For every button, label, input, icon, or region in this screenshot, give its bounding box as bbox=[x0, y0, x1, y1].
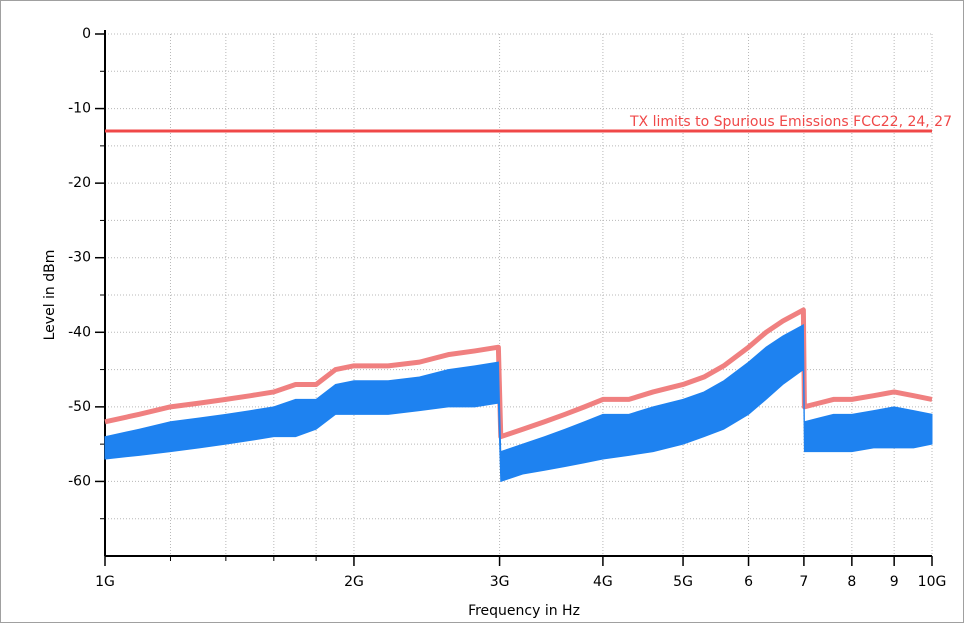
x-tick-label: 2G bbox=[344, 574, 364, 590]
y-tick-label: -60 bbox=[68, 473, 91, 489]
x-tick-label: 3G bbox=[490, 574, 510, 590]
x-tick-label: 6 bbox=[744, 574, 753, 590]
y-tick-label: -50 bbox=[68, 399, 91, 415]
y-tick-label: -40 bbox=[68, 324, 91, 340]
y-tick-label: -10 bbox=[68, 101, 91, 117]
x-tick-label: 4G bbox=[593, 574, 613, 590]
y-tick-label: -30 bbox=[68, 250, 91, 266]
x-tick-label: 5G bbox=[673, 574, 693, 590]
series-line bbox=[104, 307, 933, 440]
y-tick-label: -20 bbox=[68, 175, 91, 191]
x-tick-label: 9 bbox=[890, 574, 899, 590]
y-tick-label: 0 bbox=[82, 26, 91, 42]
x-tick-label: 1G bbox=[95, 574, 115, 590]
x-tick-label: 7 bbox=[799, 574, 808, 590]
x-axis-label: Frequency in Hz bbox=[468, 603, 580, 619]
limit-label: TX limits to Spurious Emissions FCC22, 2… bbox=[629, 114, 952, 130]
x-tick-label: 10G bbox=[918, 574, 947, 590]
x-tick-label: 8 bbox=[847, 574, 856, 590]
y-axis-label: Level in dBm bbox=[42, 250, 58, 341]
series-band bbox=[104, 323, 933, 483]
